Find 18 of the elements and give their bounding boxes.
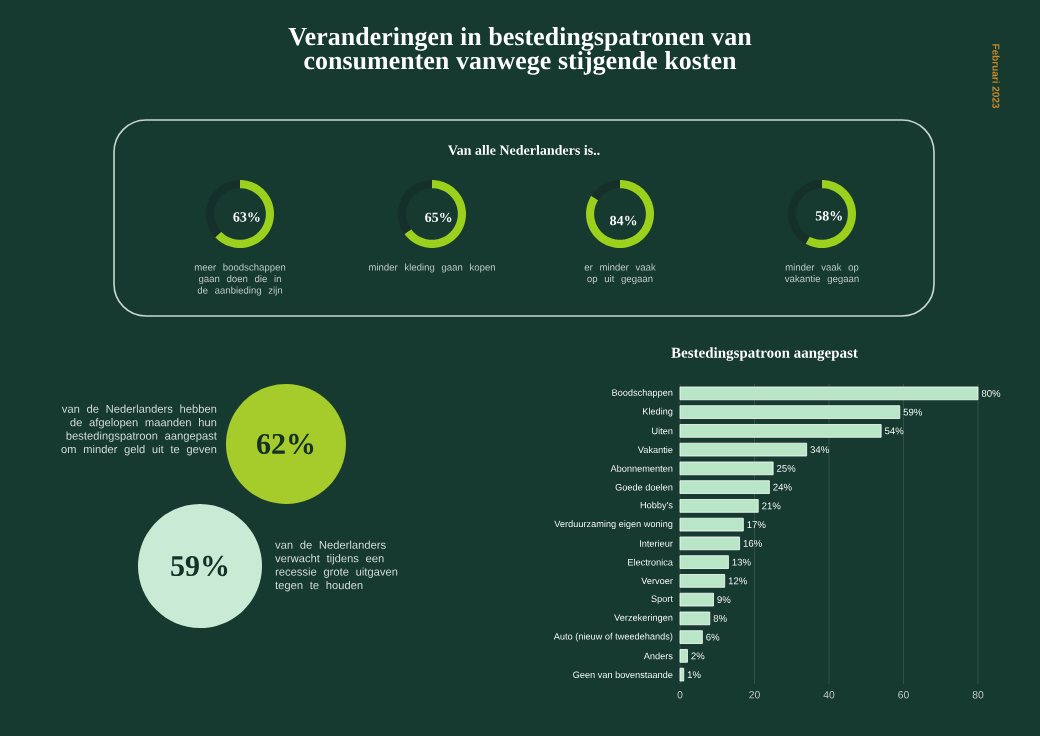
text: Veranderingen in bestedingspatronen van consumenten vanwege stijgende kosten: [288, 27, 752, 75]
bar: [679, 592, 714, 607]
bar: [679, 386, 979, 401]
bar: [679, 555, 729, 569]
bar: [679, 461, 774, 476]
bar: [679, 499, 759, 513]
bar: [679, 405, 901, 419]
bar: [679, 424, 882, 438]
bar: [679, 517, 744, 532]
bar: [679, 611, 711, 626]
bar: [679, 630, 703, 644]
text: 59%: [171, 555, 228, 577]
text: 62%: [257, 433, 314, 455]
bar: [679, 480, 770, 494]
bar: [679, 442, 808, 457]
bar: [679, 649, 688, 663]
bar: [679, 536, 740, 551]
bar: [679, 574, 726, 588]
